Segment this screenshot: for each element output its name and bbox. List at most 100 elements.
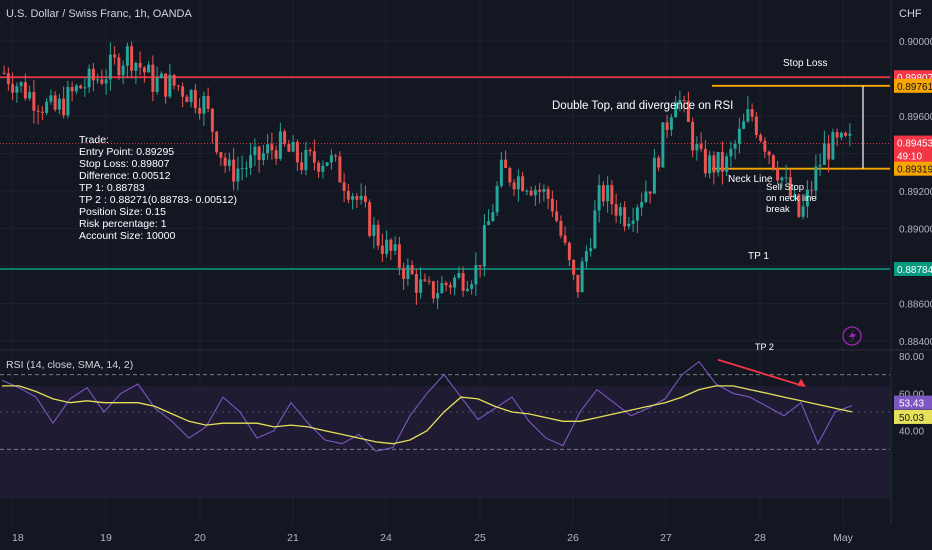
candle-body — [104, 79, 108, 84]
trade-line-0: Trade: — [79, 134, 109, 146]
currency-label: CHF — [899, 8, 922, 20]
candle-body — [215, 131, 219, 153]
candle-body — [742, 121, 746, 129]
candle-body — [771, 155, 775, 169]
candle-body — [181, 86, 185, 97]
candle-body — [266, 144, 270, 154]
time-tick-label: 27 — [660, 532, 672, 544]
candle-body — [427, 280, 431, 282]
candle-body — [151, 64, 155, 93]
candle-body — [385, 239, 389, 254]
candle-body — [36, 110, 40, 112]
candle-body — [499, 159, 503, 186]
candle-body — [597, 185, 601, 211]
candle-body — [733, 143, 737, 149]
trade-line-6: Position Size: 0.15 — [79, 206, 166, 218]
candle-body — [822, 143, 826, 165]
candle-body — [359, 195, 363, 200]
candle-body — [763, 140, 767, 152]
candle-body — [6, 73, 10, 85]
candle-body — [759, 134, 763, 141]
candle-body — [23, 82, 27, 99]
candle-body — [708, 155, 712, 174]
candle-body — [580, 261, 584, 293]
time-tick-label: 18 — [12, 532, 24, 544]
price-badge — [894, 262, 932, 276]
candle-body — [62, 98, 66, 116]
candle-body — [606, 185, 610, 202]
candle-body — [40, 111, 44, 113]
candle-body — [164, 73, 168, 97]
trade-line-3: Difference: 0.00512 — [79, 170, 171, 182]
candle-body — [11, 84, 15, 93]
candle-body — [49, 95, 53, 102]
candle-body — [372, 224, 376, 236]
candle-body — [567, 242, 571, 261]
candle-body — [223, 157, 227, 166]
rsi-tick-label: 80.00 — [899, 352, 924, 363]
candle-body — [482, 225, 486, 267]
candle-body — [397, 244, 401, 268]
candle-body — [274, 150, 278, 159]
candle-body — [716, 152, 720, 173]
candle-body — [593, 210, 597, 249]
candle-body — [640, 201, 644, 208]
candle-body — [423, 279, 427, 281]
candle-body — [784, 177, 788, 179]
candle-body — [121, 65, 125, 76]
candle-body — [618, 207, 622, 216]
price-tick-label: 0.89600 — [899, 112, 932, 123]
candle-body — [108, 54, 112, 80]
candle-body — [652, 157, 656, 194]
candle-body — [746, 109, 750, 122]
candle-body — [219, 152, 223, 158]
candle-body — [695, 144, 699, 151]
tp2-label: TP 2 — [755, 342, 774, 352]
lightning-icon[interactable] — [842, 326, 862, 346]
candle-body — [831, 132, 835, 160]
candle-body — [227, 159, 231, 166]
candle-body — [436, 293, 440, 299]
time-tick-label: 25 — [474, 532, 486, 544]
price-badge-label: 0.88784 — [897, 265, 932, 276]
candle-body — [317, 162, 321, 172]
candle-body — [440, 282, 444, 294]
candle-body — [240, 168, 244, 170]
candle-body — [546, 188, 550, 199]
candle-body — [610, 185, 614, 205]
candle-body — [393, 244, 397, 251]
candle-body — [74, 85, 78, 92]
rsi-legend[interactable]: RSI (14, close, SMA, 14, 2) — [6, 359, 133, 371]
candle-body — [644, 191, 648, 202]
stop-loss-label: Stop Loss — [783, 58, 827, 69]
candle-body — [776, 168, 780, 181]
price-tick-label: 0.88600 — [899, 300, 932, 311]
candle-body — [584, 251, 588, 262]
candle-body — [542, 188, 546, 192]
rsi-tick-label: 40.00 — [899, 427, 924, 438]
candle-body — [814, 166, 818, 191]
candle-body — [113, 54, 117, 58]
candle-body — [32, 92, 36, 111]
time-tick-label: 19 — [100, 532, 112, 544]
trade-info-block: Trade: Entry Point: 0.89295 Stop Loss: 0… — [79, 134, 237, 242]
candle-body — [283, 131, 287, 144]
candle-body — [419, 279, 423, 293]
candle-body — [767, 151, 771, 156]
candle-body — [521, 176, 525, 191]
candle-body — [312, 151, 316, 163]
candle-body — [168, 74, 172, 97]
candle-body — [754, 116, 758, 135]
rsi-badge — [894, 395, 932, 410]
candle-body — [389, 239, 393, 251]
candle-body — [15, 86, 19, 93]
candle-body — [96, 79, 100, 81]
candle-body — [172, 74, 176, 86]
candle-body — [351, 196, 355, 200]
candle-body — [525, 190, 529, 192]
time-tick-label: 21 — [287, 532, 299, 544]
candle-body — [470, 284, 474, 289]
candle-body — [712, 155, 716, 173]
horizontal-levels — [0, 76, 890, 270]
